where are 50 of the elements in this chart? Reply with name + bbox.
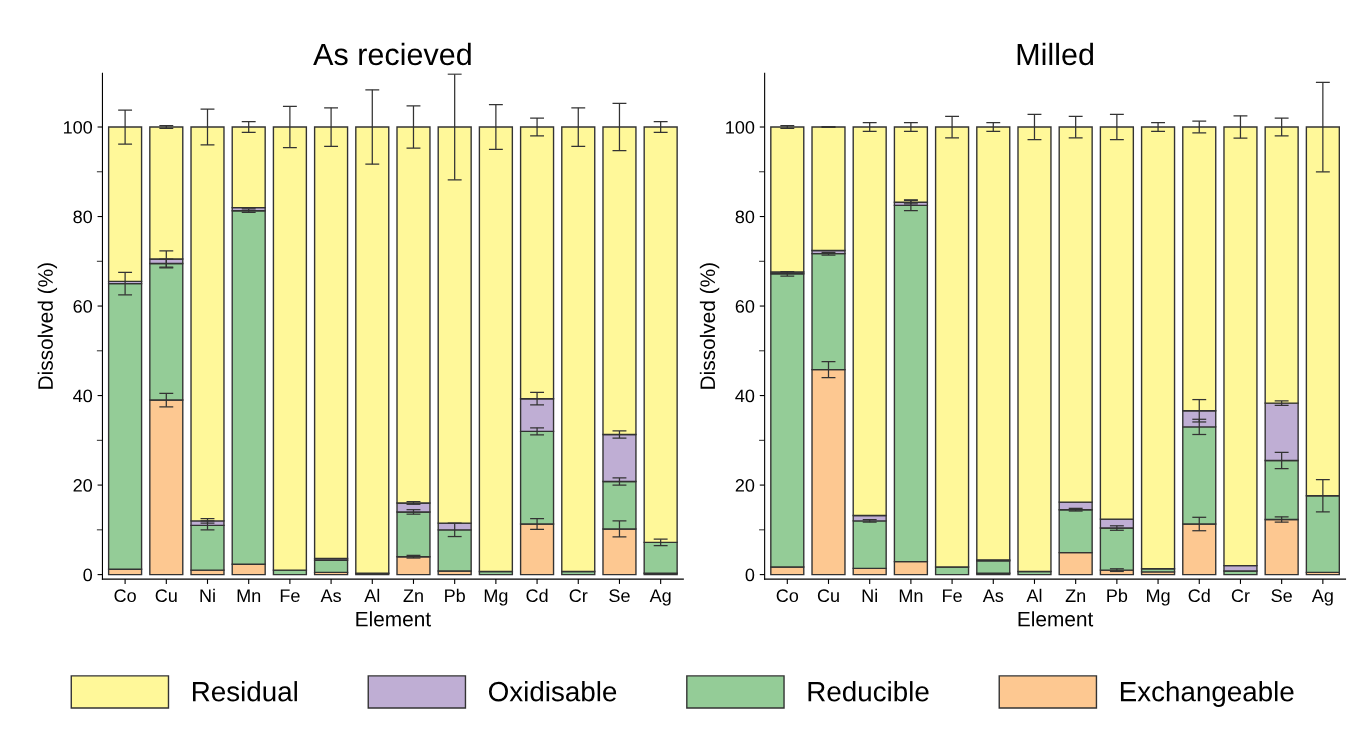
x-tick-label: Mg bbox=[1147, 589, 1170, 606]
x-tick-label: Cr bbox=[569, 589, 588, 603]
y-tick-label: 60 bbox=[735, 299, 755, 313]
x-tick-label: Mg bbox=[484, 589, 508, 606]
x-axis-title: Element bbox=[1018, 611, 1094, 627]
x-tick-label: Cd bbox=[526, 588, 548, 603]
x-tick-label: Pb bbox=[1107, 588, 1128, 603]
legend-label: Exchangeable bbox=[1120, 681, 1294, 707]
x-tick-label: Cu bbox=[817, 589, 839, 603]
x-tick-label: Cd bbox=[1188, 588, 1210, 603]
y-axis-title: Dissolved (%) bbox=[37, 263, 58, 389]
legend-label: Residual bbox=[192, 681, 297, 702]
y-tick-label: 40 bbox=[73, 389, 93, 403]
x-tick-label: Ag bbox=[1311, 589, 1333, 606]
x-tick-label: Zn bbox=[403, 589, 423, 602]
x-axis-title: Element bbox=[356, 611, 431, 627]
x-tick-label: Ni bbox=[200, 588, 215, 602]
x-tick-label: Cr bbox=[1231, 589, 1250, 603]
x-tick-label: Mn bbox=[237, 589, 261, 602]
x-tick-label: Zn bbox=[1065, 589, 1086, 602]
y-tick-label: 20 bbox=[73, 479, 93, 492]
y-tick-label: 0 bbox=[83, 568, 93, 582]
y-tick-label: 20 bbox=[735, 479, 755, 492]
y-tick-label: 100 bbox=[63, 120, 93, 134]
x-tick-label: Al bbox=[1026, 588, 1042, 602]
x-tick-label: Pb bbox=[445, 588, 465, 603]
y-tick-label: 80 bbox=[73, 210, 93, 224]
x-tick-label: Al bbox=[364, 588, 380, 602]
y-tick-label: 40 bbox=[735, 389, 755, 403]
x-tick-label: Se bbox=[609, 589, 630, 603]
x-tick-label: Ag bbox=[649, 589, 671, 606]
x-tick-label: Fe bbox=[943, 589, 962, 603]
y-tick-label: 60 bbox=[73, 299, 93, 313]
chart-title: Milled bbox=[1017, 42, 1094, 66]
y-tick-label: 100 bbox=[726, 120, 755, 134]
x-tick-label: Mn bbox=[899, 589, 923, 602]
y-tick-label: 80 bbox=[735, 210, 755, 224]
legend-label: Oxidisable bbox=[489, 681, 617, 702]
x-tick-label: Se bbox=[1271, 589, 1292, 603]
x-tick-label: Co bbox=[776, 589, 799, 603]
legend-label: Reducible bbox=[808, 681, 929, 702]
chart-title: As recieved bbox=[313, 42, 471, 66]
y-tick-label: 0 bbox=[745, 568, 755, 582]
x-tick-label: Cu bbox=[155, 589, 177, 603]
y-axis-title: Dissolved (%) bbox=[699, 263, 720, 389]
x-tick-label: Co bbox=[114, 589, 136, 603]
x-tick-label: Fe bbox=[280, 589, 300, 603]
x-tick-label: As bbox=[982, 589, 1004, 603]
x-tick-label: As bbox=[320, 589, 341, 603]
x-tick-label: Ni bbox=[862, 588, 877, 602]
